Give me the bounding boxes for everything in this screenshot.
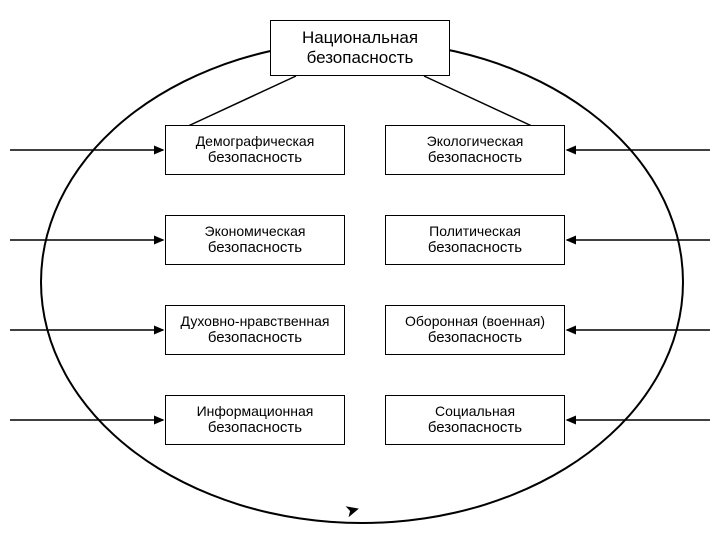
sub-box-right-2: Оборонная (военная)безопасность (385, 305, 565, 355)
box-line1: Политическая (390, 223, 560, 239)
sub-box-left-3: Информационнаябезопасность (165, 395, 345, 445)
box-line2: безопасность (170, 419, 340, 436)
box-line2: безопасность (170, 329, 340, 346)
title-line1: Национальная (275, 28, 445, 48)
sub-box-left-2: Духовно-нравственнаябезопасность (165, 305, 345, 355)
box-line2: безопасность (170, 239, 340, 256)
sub-box-left-0: Демографическаябезопасность (165, 125, 345, 175)
ellipse-frame (40, 40, 684, 524)
box-line2: безопасность (390, 419, 560, 436)
box-line2: безопасность (390, 149, 560, 166)
box-line1: Социальная (390, 403, 560, 419)
title-line2: безопасность (275, 48, 445, 68)
sub-box-right-0: Экологическаябезопасность (385, 125, 565, 175)
sub-box-right-1: Политическаябезопасность (385, 215, 565, 265)
diagram-canvas: Национальная безопасность Демографическа… (0, 0, 720, 540)
sub-box-right-3: Социальнаябезопасность (385, 395, 565, 445)
box-line1: Оборонная (военная) (390, 313, 560, 329)
box-line1: Демографическая (170, 133, 340, 149)
box-line2: безопасность (390, 239, 560, 256)
box-line1: Экономическая (170, 223, 340, 239)
box-line1: Экологическая (390, 133, 560, 149)
title-box: Национальная безопасность (270, 20, 450, 76)
box-line1: Информационная (170, 403, 340, 419)
sub-box-left-1: Экономическаябезопасность (165, 215, 345, 265)
box-line2: безопасность (170, 149, 340, 166)
box-line2: безопасность (390, 329, 560, 346)
box-line1: Духовно-нравственная (170, 313, 340, 329)
